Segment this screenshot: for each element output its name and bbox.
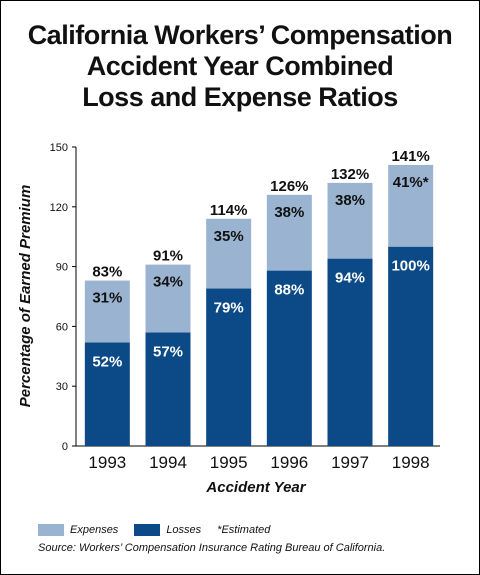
x-tick-label: 1995 xyxy=(210,453,248,472)
plot-area: 0 30 60 90 120 150 52% 31% 83% 1993 57% 34% 91% 1994 7… xyxy=(50,142,440,472)
y-axis-label: Percentage of Earned Premium xyxy=(17,185,34,408)
data-label-total: 114% xyxy=(210,202,248,219)
legend-swatch-expenses xyxy=(38,524,64,536)
data-label-losses: 94% xyxy=(335,270,365,287)
x-tick-label: 1993 xyxy=(88,453,126,472)
legend-swatch-losses xyxy=(134,524,161,536)
data-label-total: 91% xyxy=(153,248,183,265)
bar-losses-1993 xyxy=(84,342,130,446)
data-label-expenses: 34% xyxy=(153,274,183,291)
bar-expenses-1995 xyxy=(206,218,252,289)
data-label-expenses: 35% xyxy=(214,228,244,245)
x-tick-label: 1997 xyxy=(331,453,369,472)
bar-losses-1997 xyxy=(327,258,373,446)
x-tick-label: 1998 xyxy=(392,453,430,472)
legend-item-losses: Losses xyxy=(134,524,201,536)
y-tick-label: 60 xyxy=(56,321,68,333)
data-label-losses: 100% xyxy=(391,258,429,275)
title-line-3: Loss and Expense Ratios xyxy=(82,82,398,112)
y-tick-label: 0 xyxy=(62,441,68,453)
bar-losses-1996 xyxy=(266,270,312,446)
bar-expenses-1994 xyxy=(145,264,191,333)
legend-label-losses: Losses xyxy=(166,524,202,536)
bar-expenses-1997 xyxy=(327,182,373,259)
data-label-expenses: 41%* xyxy=(393,174,429,191)
data-label-total: 141% xyxy=(391,148,429,165)
bar-expenses-1998 xyxy=(388,164,434,247)
data-label-expenses: 31% xyxy=(92,290,122,307)
y-tick-label: 90 xyxy=(56,262,68,274)
x-axis-label: Accident Year xyxy=(205,479,306,496)
x-tick-label: 1994 xyxy=(149,453,187,472)
data-label-losses: 57% xyxy=(153,343,183,360)
data-label-expenses: 38% xyxy=(335,192,365,209)
legend-item-expenses: Expenses xyxy=(38,524,118,536)
title-line-1: California Workers’ Compensation xyxy=(27,20,453,50)
data-label-total: 126% xyxy=(270,178,308,195)
legend-label-expenses: Expenses xyxy=(70,524,119,536)
bar-losses-1995 xyxy=(206,288,252,446)
title-line-2: Accident Year Combined xyxy=(86,51,394,81)
y-tick-label: 150 xyxy=(50,142,68,154)
bar-expenses-1993 xyxy=(84,280,130,343)
x-tick-label: 1996 xyxy=(270,453,308,472)
y-tick-label: 30 xyxy=(56,381,68,393)
bar-losses-1994 xyxy=(145,332,191,446)
source-note: Source: Workers’ Compensation Insurance … xyxy=(38,542,386,554)
data-label-losses: 79% xyxy=(214,300,244,317)
data-label-total: 132% xyxy=(331,166,369,183)
legend: Expenses Losses *Estimated xyxy=(38,524,286,536)
legend-note: *Estimated xyxy=(217,524,270,536)
y-tick-label: 120 xyxy=(50,202,68,214)
data-label-losses: 52% xyxy=(92,353,122,370)
data-label-total: 83% xyxy=(92,264,122,281)
estimated-note: *Estimated xyxy=(217,524,271,536)
data-label-losses: 88% xyxy=(274,282,304,299)
bar-expenses-1996 xyxy=(266,194,312,271)
data-label-expenses: 38% xyxy=(274,204,304,221)
chart-title: California Workers’ Compensation Acciden… xyxy=(0,20,480,113)
bar-losses-1998 xyxy=(388,246,434,446)
